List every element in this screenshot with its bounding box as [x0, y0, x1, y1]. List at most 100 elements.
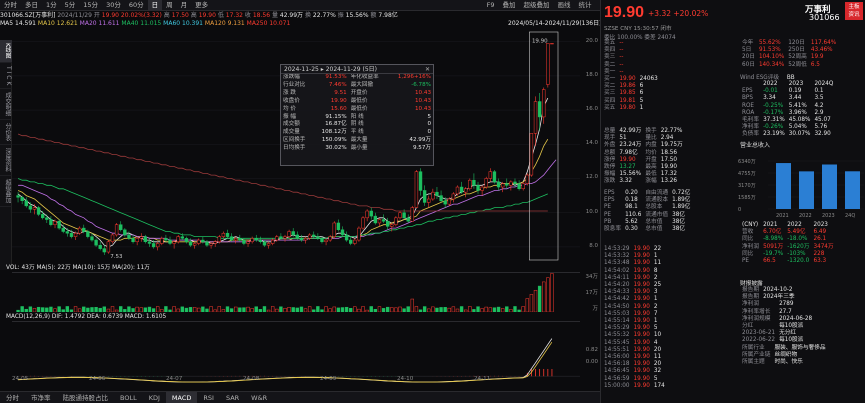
tick-cell: 4 — [653, 339, 658, 346]
tick-cell: 11 — [653, 354, 662, 361]
financials-cell: -0.01 — [763, 88, 778, 95]
indicator-tabs: 分时 市净率 陆股通持股占比 BOLL KDJ MACD RSI SAR W&R — [0, 391, 600, 403]
ma10-label: MA10 12.621 — [37, 20, 78, 27]
volume-bar — [525, 298, 529, 312]
left-tool-1[interactable]: T I C K — [0, 63, 12, 90]
indicator-tab-0[interactable]: 分时 — [6, 393, 19, 402]
close-icon[interactable]: ✕ — [424, 66, 430, 73]
performance-cell: 60日 — [742, 61, 755, 68]
period-tab-9[interactable]: 月 — [180, 1, 188, 9]
period-tab-8[interactable]: 周 — [166, 1, 173, 9]
high-value: 17.50 — [171, 12, 189, 19]
order-book-cell: 19.80 — [619, 104, 636, 111]
period-tab-7[interactable]: 日 — [147, 0, 163, 11]
disclosure-cell: 2024年三季 — [763, 294, 795, 301]
range-stats-popup[interactable]: 2024-11-25 ▸ 2024-11-29 (5日) ✕ 涨跌幅 91.53%… — [280, 64, 434, 166]
period-tab-5[interactable]: 30分 — [106, 1, 121, 9]
left-tool-0[interactable]: K线图 — [0, 40, 12, 63]
period-tab-2[interactable]: 1分 — [46, 1, 57, 9]
valuation-cell: 0.20 — [625, 190, 638, 196]
range-stats-label: 最小量 — [350, 145, 368, 152]
left-tool-2[interactable]: 成交明细 — [0, 89, 12, 121]
turnover-value: 22.77% — [312, 12, 336, 19]
financials-cell: 净利率 — [742, 124, 760, 131]
tick-cell: 14:55:45 — [604, 339, 630, 346]
volume-chart[interactable] — [12, 272, 580, 312]
macd-header-text: MACD(12,26,9) DIF: 1.4792 DEA: 0.6739 MA… — [6, 314, 167, 320]
annual-financials-cell: -18.0% — [787, 236, 808, 243]
tick-row: 14:55:29 19.90 5 — [602, 325, 667, 332]
candle — [114, 224, 119, 236]
volume-bar — [361, 306, 365, 312]
indicator-tab-2[interactable]: 陆股通持股占比 — [62, 393, 109, 402]
indicator-tab-1[interactable]: 市净率 — [31, 393, 51, 402]
volume-bar — [209, 306, 213, 312]
candle — [205, 241, 209, 246]
candle — [184, 238, 189, 243]
chart-tool-0[interactable]: F9 — [486, 1, 495, 9]
left-tool-4[interactable]: 深度资料 — [0, 145, 12, 177]
range-selection-box[interactable] — [529, 31, 559, 261]
period-tab-3[interactable]: 5分 — [64, 1, 76, 9]
candle — [57, 220, 61, 229]
candlestick-chart[interactable]: 7.53 19.90 — [12, 28, 580, 264]
performance-cell: 19.9 — [810, 54, 824, 61]
candle — [16, 195, 20, 198]
annual-financials-cell: 26.1 — [813, 236, 827, 243]
dividend-cell: 2789 — [779, 301, 794, 308]
volume-bar — [238, 307, 242, 312]
range-stats-label: 年化收益率 — [350, 74, 379, 80]
valuation-row: EPS 0.18 流通股本 1.89亿 — [602, 197, 692, 204]
price-tick: 10.0 — [585, 208, 598, 215]
volume-bar — [394, 307, 398, 312]
candle — [472, 179, 476, 186]
chart-tool-2[interactable]: 超级叠加 — [523, 1, 550, 9]
volume-bar — [472, 309, 476, 312]
revenue-tick: 6340万 — [738, 159, 756, 165]
period-tab-6[interactable]: 60分 — [128, 1, 144, 9]
chart-tool-1[interactable]: 叠加 — [502, 1, 516, 9]
indicator-tab-7[interactable]: SAR — [225, 393, 240, 402]
order-book-cell: -- — [619, 61, 624, 68]
financials-cell: ROA — [742, 109, 755, 116]
volume-bar — [254, 306, 258, 312]
indicator-tab-6[interactable]: RSI — [203, 393, 214, 402]
tick-list[interactable]: 14:53:29 19.90 22 14:53:32 19.90 1 14:53:48 19.… — [602, 246, 738, 390]
volume-bar — [201, 306, 205, 312]
annual-financials-cell: -8.98% — [763, 236, 784, 243]
tick-cell: 19.90 — [633, 382, 650, 389]
industry-row: 所属产业链 丝绸织物 — [740, 352, 828, 359]
indicator-tab-4[interactable]: KDJ — [148, 393, 160, 402]
tick-cell: 19.90 — [633, 260, 650, 267]
volume-bar — [135, 306, 139, 312]
volume-bar — [344, 306, 349, 312]
indicator-tab-5[interactable]: MACD — [165, 391, 198, 403]
period-tab-0[interactable]: 分时 — [4, 1, 17, 9]
low-label: 低 — [217, 12, 224, 19]
market-tag[interactable]: 主板 资讯 — [845, 2, 863, 20]
order-book-cell: 19.86 — [619, 83, 636, 90]
financials-cell: ROE — [742, 102, 755, 109]
candle — [283, 236, 287, 239]
range-stats-label: 最低价 — [350, 97, 368, 104]
period-tab-1[interactable]: 多日 — [25, 1, 38, 9]
indicator-tab-8[interactable]: W&R — [251, 393, 268, 402]
left-tool-5[interactable]: 超级叠加 — [0, 176, 12, 208]
volume-bar — [332, 306, 336, 312]
range-stats-row: 涨跌幅 91.53% 年化收益率 1,296+16% — [281, 74, 433, 82]
volume-bar — [381, 308, 386, 312]
date-tick: 24-06 — [89, 376, 106, 382]
range-stats-value: 42.99万 — [409, 137, 431, 144]
macd-chart[interactable] — [12, 321, 580, 393]
indicator-tab-3[interactable]: BOLL — [120, 393, 137, 402]
volume-bar — [316, 306, 320, 312]
range-stats-row: 行业对比 7.46% 最大回撤 -6.78% — [281, 82, 433, 90]
left-tool-3[interactable]: 分价表 — [0, 120, 12, 146]
chart-tool-3[interactable]: 画线 — [557, 1, 571, 9]
dividend-cell: 每10股派 — [779, 323, 804, 330]
volume-bar — [328, 308, 332, 312]
trade-stats-row: 总额 7.98亿 均价 18.56 — [602, 150, 685, 157]
period-tab-4[interactable]: 15分 — [83, 1, 99, 9]
period-tab-10[interactable]: 更多 — [195, 1, 209, 9]
chart-tool-4[interactable]: 统计 — [578, 1, 592, 9]
